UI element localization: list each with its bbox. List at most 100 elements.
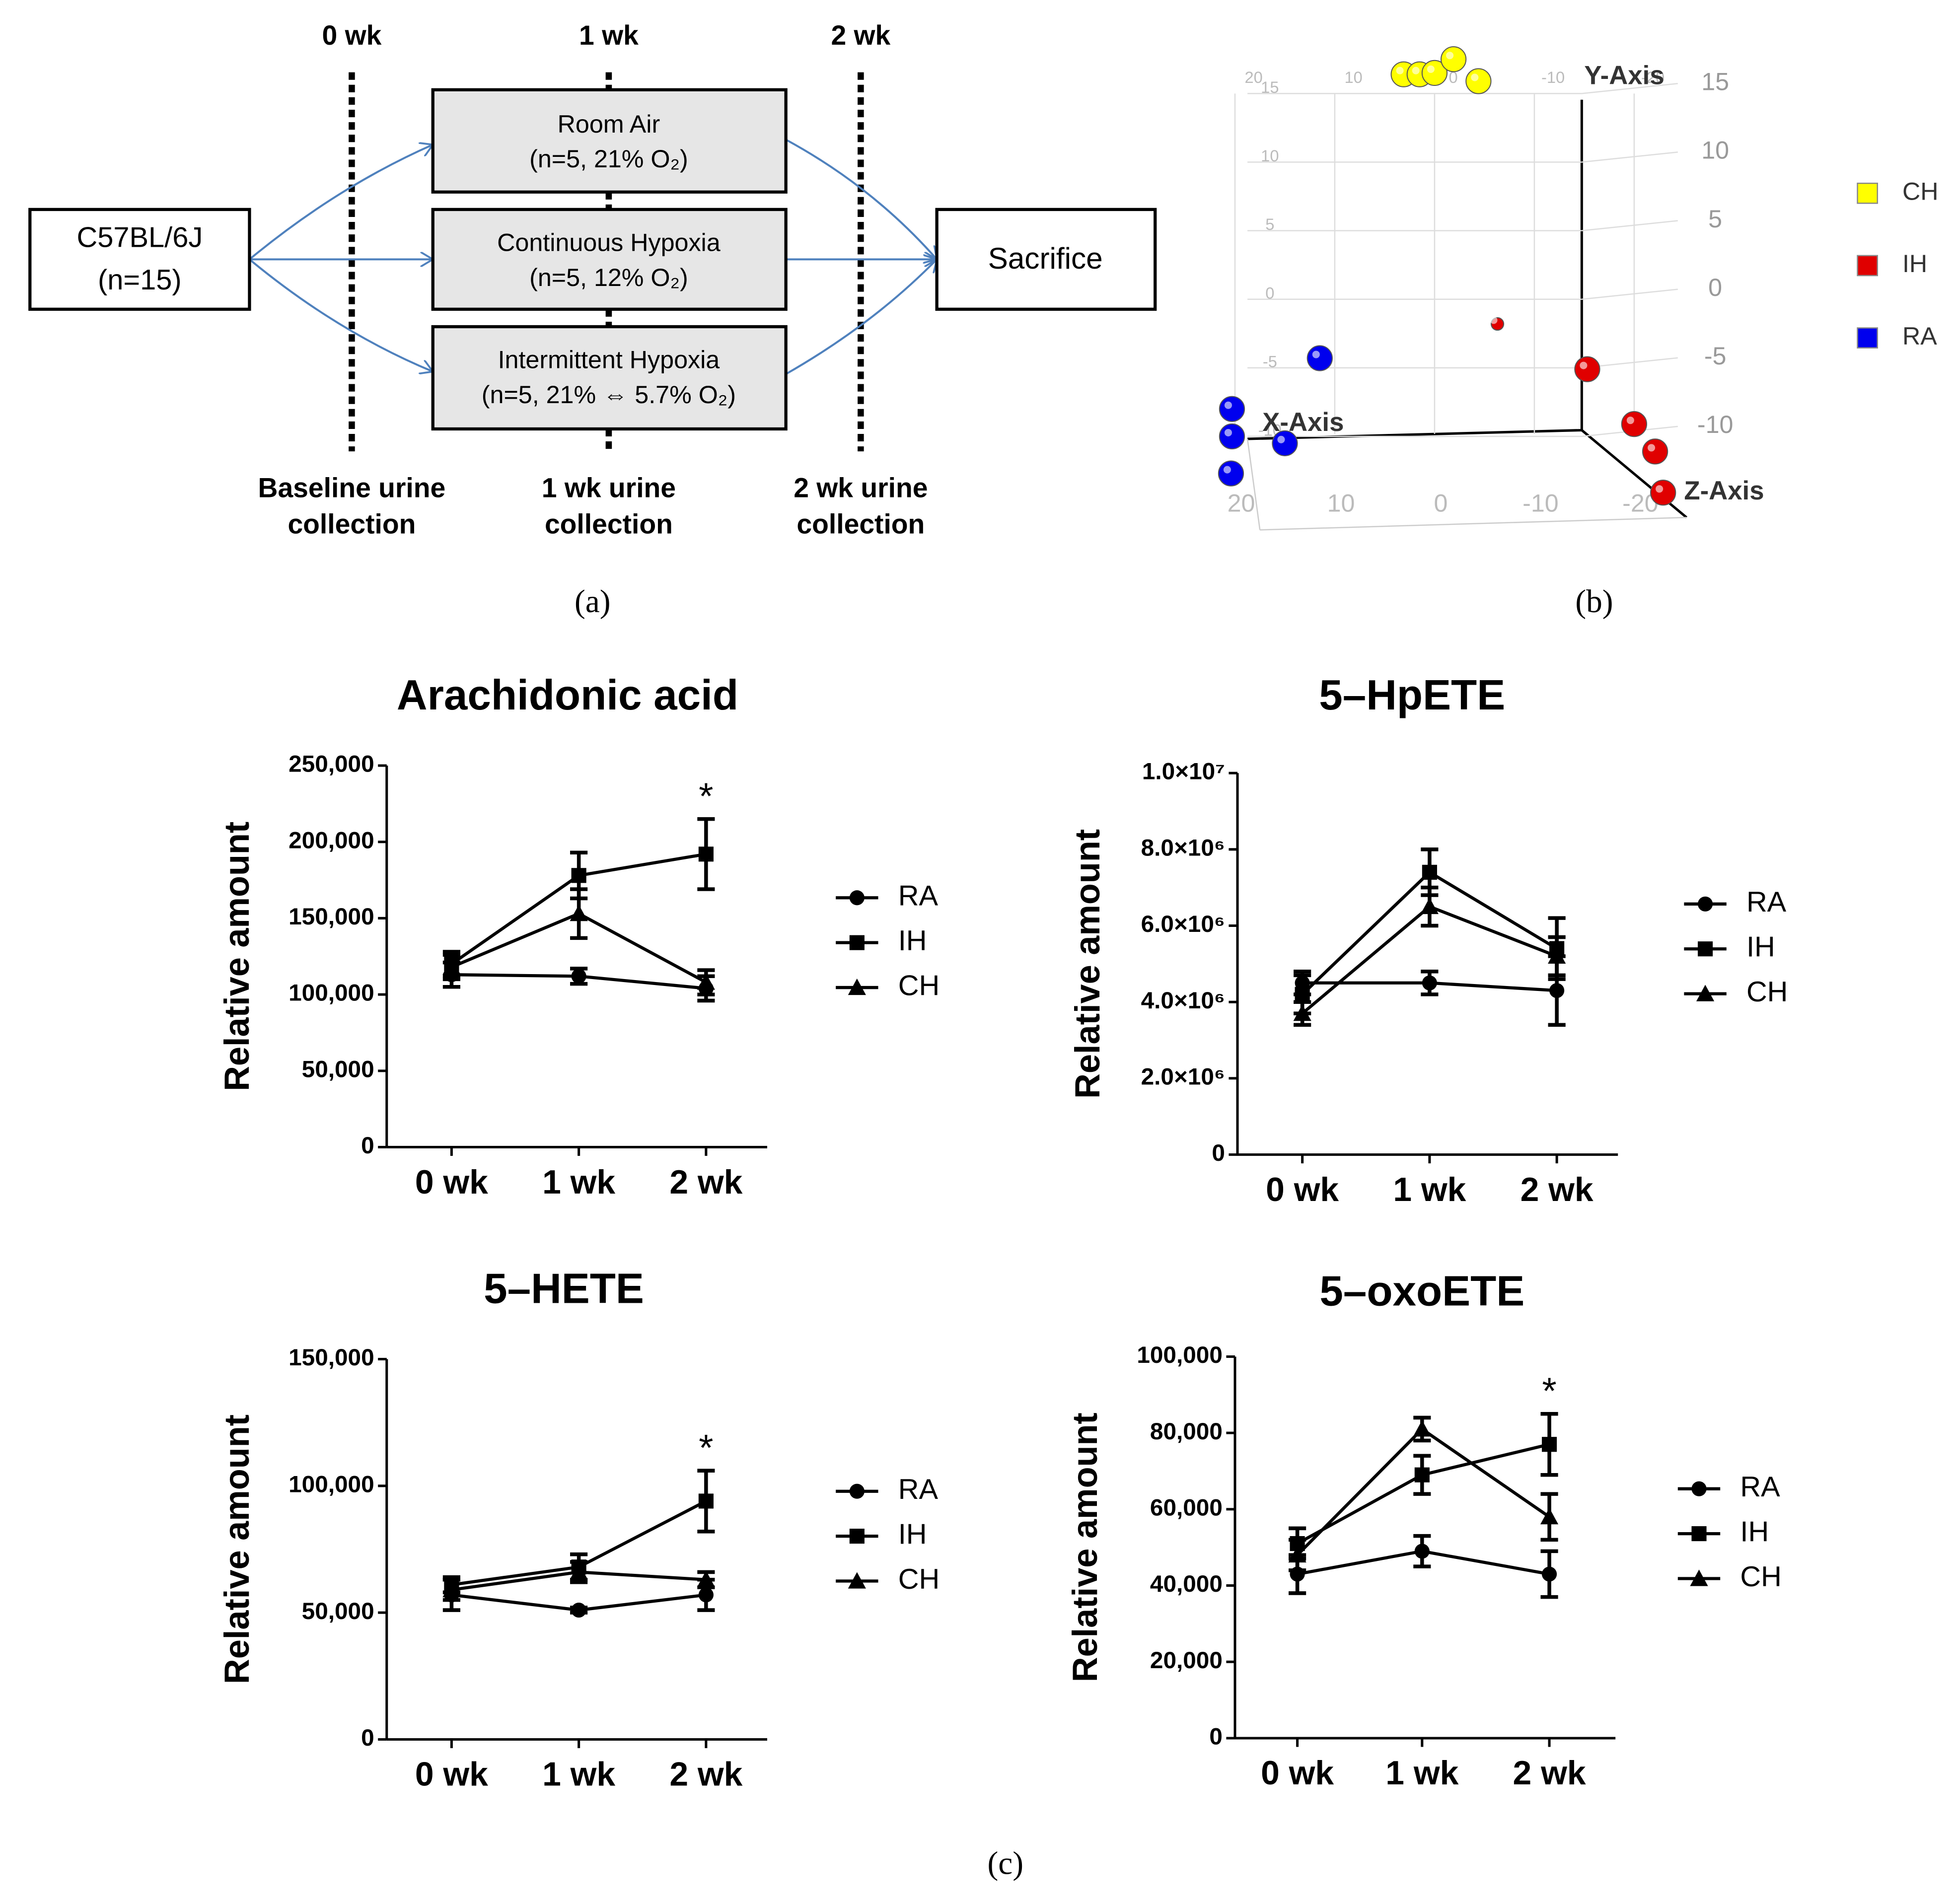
highlight (1224, 401, 1232, 409)
y-tick-label: 15 (1701, 68, 1729, 96)
marker (1295, 987, 1310, 1002)
x-tick-label: 0 (1449, 68, 1458, 86)
y-tick-label: 100,000 (1137, 1342, 1223, 1368)
y-tick-label: 0 (361, 1132, 374, 1159)
highlight (1277, 435, 1285, 443)
y-tick-label: 5 (1708, 205, 1722, 233)
box-text: (n=5, 12% O₂) (529, 264, 688, 291)
legend-swatch (1857, 255, 1878, 277)
point (1465, 68, 1492, 94)
y-tick-label: 0 (361, 1725, 374, 1751)
legend-label: RA (898, 1474, 939, 1505)
grid-line (1582, 288, 1678, 300)
y-tick-label: 10 (1261, 146, 1279, 165)
highlight (1626, 417, 1634, 424)
annotation: * (1542, 1370, 1556, 1411)
legend-label: RA (1746, 886, 1787, 918)
highlight (1224, 428, 1232, 437)
timepoint: 2 wk (831, 20, 890, 51)
y-tick-label: 8.0×10⁶ (1141, 835, 1225, 861)
marker (698, 846, 714, 862)
legend-label: CH (1740, 1561, 1781, 1593)
marker (571, 1602, 586, 1618)
collection-text: 2 wk urine (794, 473, 928, 503)
marker (570, 905, 588, 921)
legend-label: CH (1902, 178, 1939, 206)
marker (697, 973, 715, 990)
marker (1540, 1508, 1559, 1525)
x-tick-label: 0 wk (1261, 1755, 1334, 1792)
y-tick-label: 15 (1261, 78, 1279, 96)
x-tick-label: 1 wk (1393, 1171, 1466, 1208)
panel-label: (b) (1575, 584, 1613, 620)
legend-marker (1690, 1569, 1708, 1586)
x-tick-label: -20 (1641, 68, 1665, 86)
y-tick-label: -5 (1263, 352, 1277, 370)
point (1621, 411, 1647, 437)
y-axis-label: Relative amount (1065, 1412, 1104, 1682)
marker (1422, 864, 1437, 880)
y-tick-label: 0 (1212, 1140, 1225, 1166)
point (1574, 356, 1600, 382)
line-chart: 5–HpETE Relative amount 0 2.0×10⁶ 4.0×10⁶ 6.0… (1068, 672, 1788, 1208)
axis-label: Z-Axis (1684, 476, 1764, 505)
marker (571, 969, 586, 984)
y-tick-label: 100,000 (289, 1471, 374, 1497)
marker (1541, 1437, 1557, 1452)
scatter3d: 151510105500-5-5-10-102020101000-10-10-2… (1218, 46, 1939, 517)
y-tick-label: -10 (1697, 411, 1734, 438)
timepoint: 0 wk (322, 20, 382, 51)
point (1306, 345, 1333, 371)
panel-b-frame (1246, 99, 1687, 531)
marker (570, 1563, 588, 1580)
legend-marker (849, 1483, 865, 1499)
grid-line (1582, 220, 1678, 231)
chart-title: Arachidonic acid (397, 672, 738, 719)
x-tick-label: 2 wk (1521, 1171, 1594, 1208)
x-tick-label: 2 wk (669, 1756, 742, 1793)
marker (698, 1587, 714, 1603)
y-tick-label: 80,000 (1150, 1418, 1223, 1445)
point (1650, 480, 1676, 506)
dotted-lines (349, 72, 864, 452)
chart-title: 5–oxoETE (1319, 1268, 1524, 1315)
box-text: (n=5, 21% O₂) (529, 145, 688, 173)
point (1218, 460, 1244, 487)
legend-marker (1697, 941, 1713, 957)
highlight (1312, 351, 1320, 358)
marker (1541, 1566, 1557, 1582)
y-tick-label: 150,000 (289, 1344, 374, 1371)
marker (571, 868, 586, 883)
y-tick-label: 20,000 (1150, 1647, 1223, 1674)
box-text: (n=5, 21% ⇔ 5.7% O₂) (482, 381, 736, 409)
box-text: Continuous Hypoxia (497, 229, 721, 257)
collection-text: collection (545, 508, 673, 539)
y-tick-label: 6.0×10⁶ (1141, 911, 1225, 937)
legend-label: RA (1902, 322, 1937, 350)
marker (1288, 1546, 1306, 1563)
legend-swatch (1857, 182, 1878, 204)
x-tick-label: 0 wk (415, 1164, 488, 1201)
marker (1414, 1467, 1430, 1482)
legend-label: IH (1902, 250, 1927, 278)
highlight (1580, 361, 1588, 369)
highlight (1648, 444, 1656, 452)
legend-marker (848, 1572, 866, 1589)
chart-title: 5–HpETE (1319, 672, 1505, 719)
grid-line (1582, 151, 1678, 163)
y-tick-label: 40,000 (1150, 1571, 1223, 1597)
x-tick-label: -10 (1522, 489, 1559, 517)
y-tick-label: 4.0×10⁶ (1141, 987, 1225, 1014)
x-tick-label: 0 (1434, 489, 1448, 517)
marker (1420, 898, 1439, 915)
end-box (935, 208, 1157, 311)
line-chart: 5–oxoETE Relative amount 0 20,000 40,000 60,0… (1065, 1268, 1782, 1792)
y-tick-label: 0 (1209, 1724, 1223, 1750)
point (1219, 423, 1245, 450)
panel-label: (c) (988, 1846, 1023, 1882)
highlight (1412, 67, 1420, 74)
y-tick-label: 60,000 (1150, 1494, 1223, 1521)
x-tick-label: 2 wk (1513, 1755, 1586, 1792)
legend-marker (848, 978, 866, 995)
legend-label: CH (898, 1563, 940, 1595)
